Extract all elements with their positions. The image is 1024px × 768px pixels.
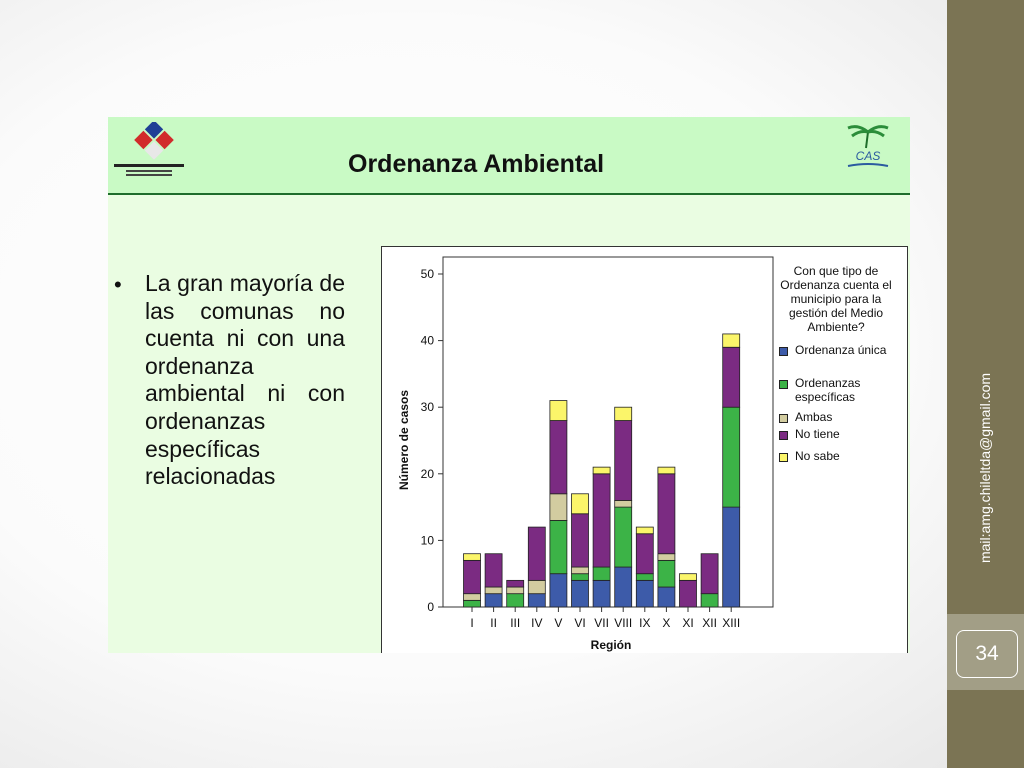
x-tick-label: XIII	[722, 616, 740, 630]
bar-segment	[527, 579, 546, 595]
cas-logo: CAS	[847, 125, 889, 167]
y-axis-label: Número de casos	[397, 390, 411, 490]
bar-segment	[635, 526, 654, 535]
x-tick-label: V	[554, 616, 562, 630]
x-tick-label: VIII	[614, 616, 632, 630]
x-tick-label: XI	[682, 616, 693, 630]
x-tick-label: IV	[531, 616, 542, 630]
bar-segment	[722, 346, 741, 408]
bar-segment	[722, 506, 741, 608]
bar-segment	[657, 466, 676, 475]
bar-segment	[614, 566, 633, 608]
email-text[interactable]: mail:amg.chileltda@gmail.com	[977, 372, 993, 564]
legend-label: Ordenanza única	[795, 343, 887, 357]
bar-segment	[484, 593, 503, 608]
bar-segment	[635, 533, 654, 575]
bar-segment	[700, 593, 719, 608]
svg-text:CAS: CAS	[856, 149, 881, 163]
y-tick-label: 40	[421, 334, 435, 348]
legend-swatch	[779, 380, 788, 389]
bar-segment	[506, 586, 525, 595]
y-tick-label: 30	[421, 400, 435, 414]
bar-segment	[722, 333, 741, 348]
x-tick-label: II	[490, 616, 497, 630]
bar-segment	[679, 579, 697, 608]
bar-segment	[657, 473, 676, 555]
legend-swatch	[779, 431, 788, 440]
bar-segment	[484, 553, 503, 588]
bar-segment	[722, 406, 741, 508]
slide-title: Ordenanza Ambiental	[348, 150, 605, 178]
bar-segment	[506, 579, 525, 588]
bar-segment	[614, 500, 633, 508]
slide-header	[108, 117, 910, 195]
y-tick-label: 10	[421, 533, 435, 547]
bullet-marker: •	[114, 272, 122, 297]
x-tick-label: VI	[574, 616, 585, 630]
bar-segment	[657, 586, 676, 608]
x-tick-label: X	[662, 616, 670, 630]
bar-segment	[592, 579, 611, 608]
bullet-text: La gran mayoría de las comunas no cuenta…	[145, 270, 345, 490]
legend-label: No tiene	[795, 427, 840, 441]
legend-swatch	[779, 453, 788, 462]
bar-segment	[571, 579, 589, 608]
bar-segment	[614, 506, 633, 568]
bar-segment	[571, 573, 589, 581]
y-tick-label: 20	[421, 467, 435, 481]
x-tick-label: III	[510, 616, 520, 630]
bar-segment	[549, 573, 568, 608]
legend-title: Con que tipo de Ordenanza cuenta el muni…	[780, 264, 892, 334]
bar-segment	[463, 559, 481, 595]
bar-segment	[571, 493, 589, 515]
bar-segment	[657, 559, 676, 588]
bar-segment	[592, 473, 611, 568]
bar-segment	[700, 553, 719, 595]
bar-segment	[506, 593, 525, 608]
bar-segment	[549, 520, 568, 575]
bar-segment	[614, 406, 633, 421]
bar-segment	[484, 586, 503, 595]
bar-segment	[549, 400, 568, 421]
x-tick-label: VII	[594, 616, 609, 630]
y-tick-label: 0	[427, 600, 434, 614]
legend-label: Ambas	[795, 410, 833, 424]
bar-segment	[657, 553, 676, 561]
bar-segment	[592, 466, 611, 475]
bar-segment	[592, 566, 611, 581]
x-axis-label: Región	[591, 638, 632, 652]
x-tick-label: I	[470, 616, 473, 630]
bar-segment	[614, 420, 633, 501]
x-tick-label: XII	[702, 616, 717, 630]
bar-segment	[571, 513, 589, 568]
bar-segment	[463, 599, 481, 608]
page-number: 34	[956, 630, 1018, 678]
y-tick-label: 50	[421, 267, 435, 281]
bar-segment	[527, 593, 546, 608]
bar-segment	[463, 553, 481, 561]
legend-label: Ordenanzas específicas	[795, 376, 861, 404]
legend-swatch	[779, 414, 788, 423]
legend-label: No sabe	[795, 449, 840, 463]
bar-segment	[571, 566, 589, 575]
bar-segment	[527, 526, 546, 581]
bar-segment	[549, 493, 568, 521]
bar-segment	[463, 593, 481, 601]
gobierno-chile-logo	[114, 122, 184, 176]
legend-swatch	[779, 347, 788, 356]
bar-segment	[635, 573, 654, 581]
bar-segment	[635, 579, 654, 608]
bar-segment	[679, 573, 697, 581]
x-tick-label: IX	[639, 616, 650, 630]
bar-segment	[549, 420, 568, 495]
